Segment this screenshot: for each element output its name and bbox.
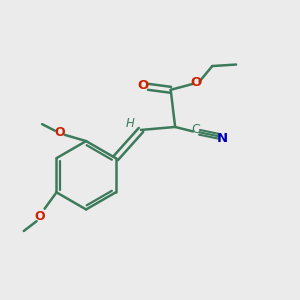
Text: O: O — [190, 76, 202, 88]
Text: C: C — [191, 123, 200, 136]
Text: O: O — [54, 126, 65, 139]
Text: O: O — [35, 210, 46, 223]
Text: O: O — [137, 79, 149, 92]
Text: N: N — [217, 132, 228, 145]
Text: H: H — [125, 117, 134, 130]
